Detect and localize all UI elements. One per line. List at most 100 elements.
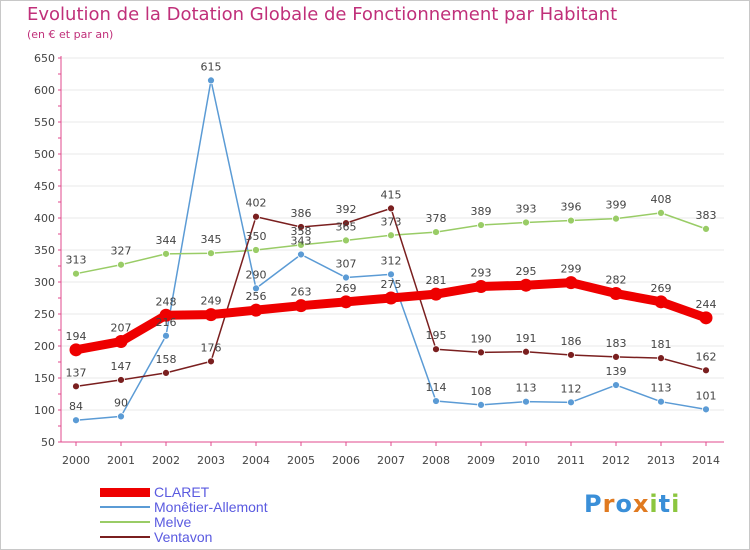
data-label: 415 <box>381 188 402 201</box>
data-label: 90 <box>114 396 128 409</box>
data-label: 393 <box>516 202 537 215</box>
data-point <box>612 381 620 389</box>
data-point <box>477 348 485 357</box>
x-tick-label: 2011 <box>557 454 585 467</box>
legend-label: Monêtier-Allemont <box>154 499 268 515</box>
data-label: 269 <box>336 282 357 295</box>
data-point <box>699 311 713 325</box>
data-point <box>162 331 170 340</box>
data-point <box>339 295 353 309</box>
logo-letter: x <box>632 490 650 518</box>
data-label: 256 <box>246 290 267 303</box>
data-point <box>252 212 260 221</box>
x-tick-label: 2001 <box>107 454 135 467</box>
data-point <box>159 308 173 322</box>
data-label: 615 <box>201 60 222 73</box>
data-label: 158 <box>156 353 177 366</box>
data-label: 108 <box>471 385 492 398</box>
legend-item: CLARET <box>100 484 209 500</box>
y-tick-label: 200 <box>34 340 55 353</box>
page-subtitle: (en € et par an) <box>27 28 114 41</box>
data-point <box>567 351 575 359</box>
x-tick-label: 2008 <box>422 454 450 467</box>
data-point <box>612 352 620 361</box>
y-tick-label: 600 <box>34 84 55 97</box>
data-point <box>297 250 305 259</box>
data-point <box>252 246 260 254</box>
data-label: 299 <box>561 263 582 276</box>
page-title: Evolution de la Dotation Globale de Fonc… <box>27 4 618 25</box>
legend-swatch <box>100 487 150 497</box>
data-label: 350 <box>246 230 267 243</box>
data-label: 194 <box>66 330 87 343</box>
data-point <box>657 208 665 217</box>
data-label: 114 <box>426 381 447 394</box>
data-point <box>657 354 665 363</box>
data-label: 113 <box>516 382 537 395</box>
y-tick-label: 350 <box>34 244 55 257</box>
data-label: 345 <box>201 233 222 246</box>
data-point <box>342 219 350 228</box>
data-point <box>654 295 668 309</box>
data-label: 190 <box>471 332 492 345</box>
data-label: 186 <box>561 335 582 348</box>
data-point <box>384 291 398 305</box>
legend-item: Melve <box>100 514 191 530</box>
data-label: 343 <box>291 234 312 247</box>
x-tick-label: 2006 <box>332 454 360 467</box>
data-point <box>477 221 485 229</box>
data-point <box>342 273 350 282</box>
data-label: 101 <box>696 389 717 402</box>
data-point <box>72 269 80 278</box>
data-point <box>702 405 710 414</box>
legend-label: Ventavon <box>154 529 213 545</box>
data-label: 358 <box>291 225 312 238</box>
x-tick-label: 2009 <box>467 454 495 467</box>
data-point <box>387 270 395 279</box>
data-point <box>72 416 80 425</box>
logo-letter: P <box>584 490 603 518</box>
data-point <box>387 231 395 240</box>
data-label: 327 <box>111 245 132 258</box>
data-label: 399 <box>606 199 627 212</box>
data-label: 248 <box>156 295 177 308</box>
data-point <box>387 204 395 213</box>
data-label: 112 <box>561 382 582 395</box>
legend-item: Ventavon <box>100 529 212 545</box>
legend-swatch <box>100 521 150 523</box>
data-label: 176 <box>201 341 222 354</box>
y-tick-label: 250 <box>34 308 55 321</box>
data-label: 244 <box>696 298 717 311</box>
data-label: 307 <box>336 258 357 271</box>
x-tick-label: 2012 <box>602 454 630 467</box>
data-point <box>252 284 260 293</box>
data-point <box>519 278 533 292</box>
data-label: 282 <box>606 274 627 287</box>
y-tick-label: 550 <box>34 116 55 129</box>
data-point <box>342 236 350 245</box>
data-point <box>612 214 620 223</box>
data-label: 396 <box>561 201 582 214</box>
data-label: 249 <box>201 295 222 308</box>
data-point <box>297 223 305 231</box>
data-label: 392 <box>336 203 357 216</box>
y-tick-label: 400 <box>34 212 55 225</box>
data-label: 373 <box>381 215 402 228</box>
data-label: 191 <box>516 332 537 345</box>
data-point <box>609 287 623 301</box>
y-tick-label: 500 <box>34 148 55 161</box>
data-label: 269 <box>651 282 672 295</box>
data-label: 365 <box>336 220 357 233</box>
logo-letter: i <box>649 490 659 518</box>
data-label: 281 <box>426 274 447 287</box>
data-point <box>114 335 128 349</box>
data-label: 183 <box>606 337 627 350</box>
data-point <box>432 228 440 236</box>
data-point <box>72 382 80 391</box>
data-point <box>522 347 530 356</box>
data-point <box>204 308 218 322</box>
data-label: 402 <box>246 197 267 210</box>
data-point <box>207 249 215 258</box>
y-tick-label: 450 <box>34 180 55 193</box>
